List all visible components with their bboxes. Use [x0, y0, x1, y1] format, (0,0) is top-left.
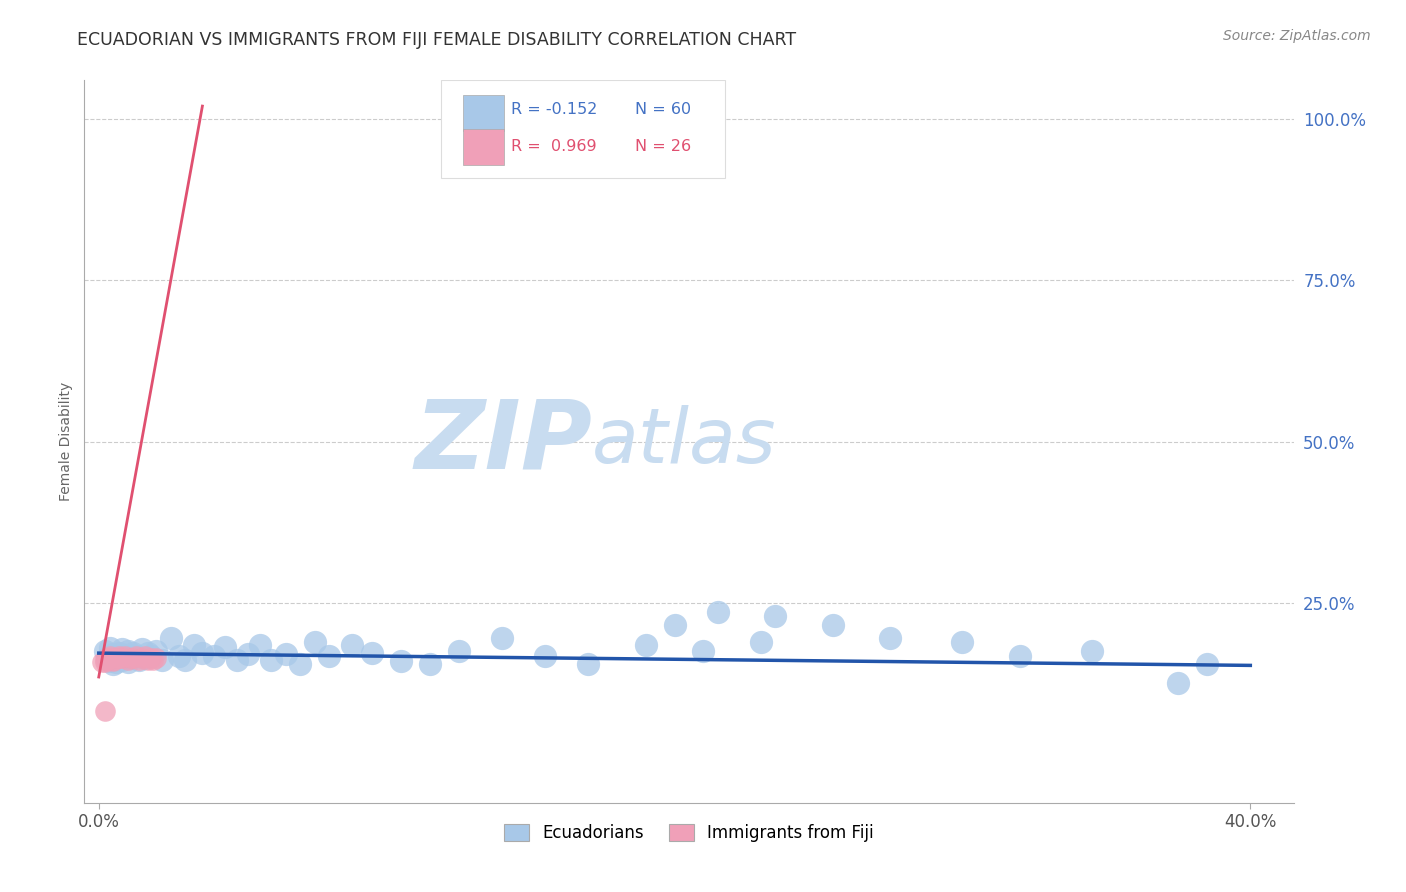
Point	[108, 646, 131, 660]
Point	[105, 648, 128, 663]
Point	[96, 652, 118, 666]
Point	[101, 648, 124, 662]
Text: N = 60: N = 60	[634, 102, 690, 117]
Point	[706, 606, 728, 620]
Point	[202, 648, 225, 663]
Text: R = -0.152: R = -0.152	[512, 102, 598, 117]
Point	[159, 632, 181, 646]
Point	[169, 648, 191, 663]
Point	[98, 648, 121, 663]
Point	[90, 655, 112, 669]
Point	[952, 634, 974, 648]
Y-axis label: Female Disability: Female Disability	[59, 382, 73, 501]
Point	[111, 652, 134, 666]
Point	[117, 644, 139, 658]
Point	[122, 646, 145, 660]
Text: ECUADORIAN VS IMMIGRANTS FROM FIJI FEMALE DISABILITY CORRELATION CHART: ECUADORIAN VS IMMIGRANTS FROM FIJI FEMAL…	[77, 31, 796, 49]
Text: N = 26: N = 26	[634, 139, 690, 154]
Point	[447, 644, 470, 658]
Point	[290, 657, 312, 672]
Point	[128, 652, 150, 666]
Point	[491, 632, 513, 646]
Point	[136, 646, 159, 660]
Point	[1081, 644, 1104, 658]
Point	[576, 657, 599, 672]
Point	[419, 657, 441, 672]
Point	[318, 648, 340, 663]
Point	[139, 648, 162, 663]
Point	[93, 655, 115, 669]
Point	[1008, 648, 1031, 663]
FancyBboxPatch shape	[441, 80, 725, 178]
Point	[105, 655, 128, 669]
Point	[125, 648, 148, 663]
Point	[114, 648, 136, 663]
Point	[117, 655, 139, 669]
Point	[191, 646, 214, 660]
Point	[534, 648, 557, 663]
Text: R =  0.969: R = 0.969	[512, 139, 596, 154]
Point	[238, 648, 260, 662]
Text: Source: ZipAtlas.com: Source: ZipAtlas.com	[1223, 29, 1371, 43]
Point	[260, 652, 283, 666]
Point	[340, 638, 363, 652]
Point	[108, 648, 131, 663]
Point	[664, 618, 686, 632]
Point	[763, 608, 786, 623]
Point	[128, 652, 150, 666]
Point	[125, 648, 148, 663]
Legend: Ecuadorians, Immigrants from Fiji: Ecuadorians, Immigrants from Fiji	[498, 817, 880, 848]
Point	[96, 650, 118, 665]
Point	[105, 650, 128, 665]
Point	[226, 652, 249, 666]
Point	[1197, 657, 1219, 672]
Point	[111, 642, 134, 657]
Point	[389, 654, 412, 668]
Point	[879, 632, 901, 646]
Point	[249, 638, 271, 652]
Point	[1167, 676, 1189, 690]
Point	[136, 652, 159, 666]
Point	[183, 638, 205, 652]
Point	[361, 646, 384, 660]
Point	[134, 648, 156, 663]
Point	[304, 634, 326, 648]
FancyBboxPatch shape	[463, 95, 503, 131]
FancyBboxPatch shape	[463, 129, 503, 165]
Point	[98, 654, 121, 668]
Point	[214, 640, 236, 654]
Point	[139, 650, 162, 665]
Point	[134, 650, 156, 665]
Point	[274, 648, 297, 662]
Point	[96, 650, 118, 665]
Point	[150, 652, 173, 666]
Point	[749, 634, 772, 648]
Point	[98, 640, 121, 655]
Point	[145, 650, 167, 665]
Point	[117, 652, 139, 666]
Point	[93, 704, 115, 718]
Point	[98, 650, 121, 665]
Point	[131, 642, 153, 657]
Point	[111, 650, 134, 665]
Point	[131, 650, 153, 665]
Point	[101, 652, 124, 666]
Point	[142, 652, 165, 666]
Point	[101, 654, 124, 668]
Point	[634, 638, 657, 652]
Point	[108, 650, 131, 665]
Point	[174, 652, 197, 666]
Text: atlas: atlas	[592, 405, 776, 478]
Point	[692, 644, 714, 658]
Text: ZIP: ZIP	[415, 395, 592, 488]
Point	[145, 644, 167, 658]
Point	[120, 650, 142, 665]
Point	[93, 652, 115, 666]
Point	[120, 650, 142, 665]
Point	[101, 657, 124, 672]
Point	[114, 648, 136, 663]
Point	[122, 650, 145, 665]
Point	[93, 644, 115, 658]
Point	[821, 618, 844, 632]
